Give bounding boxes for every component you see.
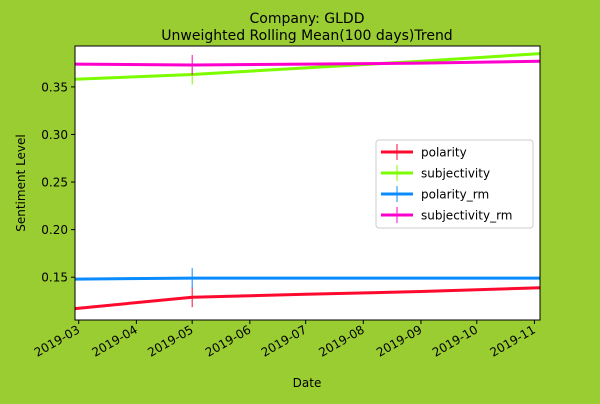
legend-label-subjectivity: subjectivity	[421, 167, 490, 181]
x-tick-label: 2019-03	[32, 322, 82, 359]
y-tick-label: 0.25	[41, 176, 68, 190]
x-tick-label: 2019-08	[316, 322, 366, 359]
legend-box	[375, 139, 534, 229]
chart-title-line2: Unweighted Rolling Mean(100 days)Trend	[161, 28, 452, 44]
y-tick-label: 0.20	[41, 223, 68, 237]
y-axis-ticks: 0.15 0.20 0.25 0.30 0.35	[41, 80, 75, 285]
x-tick-label: 2019-09	[374, 322, 424, 359]
y-tick-label: 0.15	[41, 271, 68, 285]
x-tick-label: 2019-05	[145, 322, 195, 359]
x-tick-label: 2019-04	[89, 322, 139, 359]
series-line-polarity-rm	[74, 276, 540, 281]
x-tick-label: 2019-06	[203, 322, 253, 359]
y-axis-label: Sentiment Level	[14, 134, 28, 232]
legend-label-polarity-rm: polarity_rm	[421, 188, 489, 202]
x-tick-label: 2019-07	[259, 322, 309, 359]
plot-frame	[74, 45, 541, 321]
series-line-subjectivity-rm	[74, 59, 541, 67]
legend: polarity subjectivity polarity_rm subjectiv…	[375, 139, 534, 229]
legend-label-subjectivity-rm: subjectivity_rm	[421, 209, 512, 223]
series-line-polarity	[74, 286, 541, 311]
x-tick-label: 2019-11	[487, 322, 537, 359]
y-tick-label: 0.30	[41, 128, 68, 142]
y-tick-label: 0.35	[41, 80, 68, 94]
legend-label-polarity: polarity	[421, 146, 467, 160]
chart-title-line1: Company: GLDD	[250, 11, 365, 27]
series-line-subjectivity	[74, 52, 541, 81]
x-tick-label: 2019-10	[430, 322, 480, 359]
x-axis-ticks: 2019-03 2019-04 2019-05 2019-06 2019-07 2019-…	[32, 320, 538, 360]
series-layer	[74, 52, 541, 311]
x-axis-label: Date	[293, 376, 322, 390]
